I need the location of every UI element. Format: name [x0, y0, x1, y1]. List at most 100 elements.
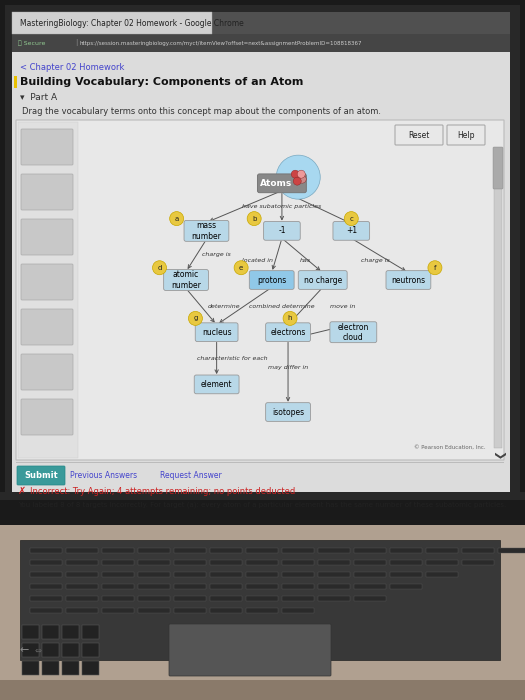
Text: ▾  Part A: ▾ Part A — [20, 94, 57, 102]
Text: mass
number: mass number — [192, 221, 222, 241]
Text: a: a — [174, 216, 179, 222]
Text: f: f — [434, 265, 436, 271]
FancyBboxPatch shape — [138, 596, 170, 601]
FancyBboxPatch shape — [169, 624, 331, 676]
FancyBboxPatch shape — [12, 12, 212, 34]
FancyBboxPatch shape — [30, 596, 62, 601]
Text: Atoms: Atoms — [260, 178, 292, 188]
Bar — [14, 76, 17, 88]
FancyBboxPatch shape — [82, 661, 99, 675]
Text: Incorrect: Try Again; 4 attempts remaining; no points deducted: Incorrect: Try Again; 4 attempts remaini… — [30, 486, 295, 496]
Bar — [0, 500, 525, 525]
FancyBboxPatch shape — [184, 220, 229, 241]
FancyBboxPatch shape — [318, 560, 350, 565]
Text: charge is: charge is — [202, 252, 231, 258]
FancyBboxPatch shape — [266, 402, 310, 421]
Text: charge is: charge is — [361, 258, 390, 263]
Bar — [5, 5, 520, 495]
Circle shape — [188, 312, 203, 326]
FancyBboxPatch shape — [282, 596, 314, 601]
FancyBboxPatch shape — [282, 584, 314, 589]
FancyBboxPatch shape — [354, 596, 386, 601]
FancyBboxPatch shape — [298, 271, 347, 289]
Text: https://session.masteringbiology.com/myct/itemView?offset=next&assignmentProblem: https://session.masteringbiology.com/myc… — [80, 41, 362, 46]
FancyBboxPatch shape — [62, 643, 79, 657]
FancyBboxPatch shape — [210, 596, 242, 601]
FancyBboxPatch shape — [102, 572, 134, 577]
FancyBboxPatch shape — [42, 661, 59, 675]
FancyBboxPatch shape — [30, 548, 62, 553]
FancyBboxPatch shape — [174, 572, 206, 577]
FancyBboxPatch shape — [21, 399, 73, 435]
Text: neutrons: neutrons — [391, 276, 425, 284]
Text: ⦁ Secure: ⦁ Secure — [18, 40, 45, 46]
FancyBboxPatch shape — [318, 548, 350, 553]
FancyBboxPatch shape — [21, 219, 73, 255]
Circle shape — [276, 155, 320, 200]
Text: Reset: Reset — [408, 130, 429, 139]
Text: c: c — [349, 216, 353, 222]
FancyBboxPatch shape — [354, 572, 386, 577]
Text: Previous Answers: Previous Answers — [70, 471, 137, 480]
Text: ❯: ❯ — [492, 452, 503, 461]
FancyBboxPatch shape — [174, 596, 206, 601]
FancyBboxPatch shape — [30, 560, 62, 565]
FancyBboxPatch shape — [493, 147, 503, 189]
FancyBboxPatch shape — [210, 560, 242, 565]
Text: determine: determine — [208, 304, 240, 309]
FancyBboxPatch shape — [66, 560, 98, 565]
FancyBboxPatch shape — [266, 323, 310, 342]
FancyBboxPatch shape — [42, 643, 59, 657]
Circle shape — [170, 211, 184, 225]
FancyBboxPatch shape — [66, 572, 98, 577]
FancyBboxPatch shape — [390, 560, 422, 565]
Circle shape — [297, 170, 305, 178]
FancyBboxPatch shape — [30, 608, 62, 613]
FancyBboxPatch shape — [138, 584, 170, 589]
Text: © Pearson Education, Inc.: © Pearson Education, Inc. — [414, 445, 486, 450]
FancyBboxPatch shape — [138, 560, 170, 565]
FancyBboxPatch shape — [66, 548, 98, 553]
FancyBboxPatch shape — [395, 125, 443, 145]
FancyBboxPatch shape — [82, 625, 99, 639]
FancyBboxPatch shape — [354, 584, 386, 589]
FancyBboxPatch shape — [21, 354, 73, 390]
FancyBboxPatch shape — [174, 548, 206, 553]
Bar — [494, 148, 502, 448]
FancyBboxPatch shape — [447, 125, 485, 145]
Circle shape — [291, 170, 299, 178]
FancyBboxPatch shape — [426, 572, 458, 577]
FancyBboxPatch shape — [21, 174, 73, 210]
FancyBboxPatch shape — [22, 661, 39, 675]
Text: atomic
number: atomic number — [171, 270, 201, 290]
FancyBboxPatch shape — [30, 572, 62, 577]
FancyBboxPatch shape — [102, 608, 134, 613]
Text: electrons: electrons — [270, 328, 306, 337]
Text: protons: protons — [257, 276, 286, 284]
Text: Building Vocabulary: Components of an Atom: Building Vocabulary: Components of an At… — [20, 77, 303, 87]
Text: +1: +1 — [346, 226, 357, 235]
FancyBboxPatch shape — [62, 625, 79, 639]
FancyBboxPatch shape — [246, 608, 278, 613]
Text: nucleus: nucleus — [202, 328, 232, 337]
FancyBboxPatch shape — [210, 608, 242, 613]
FancyBboxPatch shape — [102, 596, 134, 601]
FancyBboxPatch shape — [390, 584, 422, 589]
FancyBboxPatch shape — [462, 548, 494, 553]
FancyBboxPatch shape — [174, 584, 206, 589]
FancyBboxPatch shape — [82, 643, 99, 657]
Text: Request Answer: Request Answer — [160, 471, 222, 480]
FancyBboxPatch shape — [102, 548, 134, 553]
FancyBboxPatch shape — [138, 548, 170, 553]
FancyBboxPatch shape — [318, 596, 350, 601]
FancyBboxPatch shape — [249, 271, 294, 289]
FancyBboxPatch shape — [102, 560, 134, 565]
FancyBboxPatch shape — [246, 584, 278, 589]
Text: combined determine: combined determine — [249, 304, 314, 309]
Bar — [16, 462, 504, 463]
Text: Help: Help — [457, 130, 475, 139]
FancyBboxPatch shape — [17, 466, 65, 485]
Circle shape — [428, 260, 442, 274]
Circle shape — [247, 211, 261, 225]
Text: g: g — [193, 316, 197, 321]
